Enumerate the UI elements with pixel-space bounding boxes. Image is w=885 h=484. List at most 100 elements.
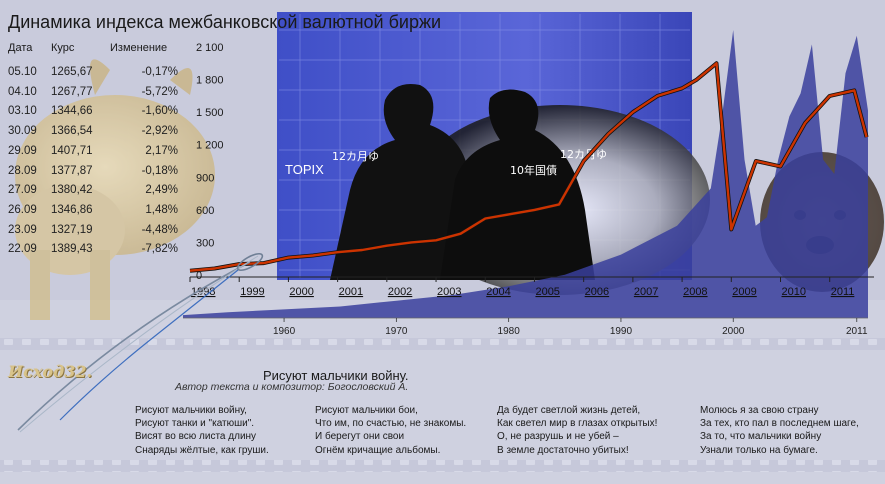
header-rate: Курс <box>51 42 75 54</box>
poem-line: Огнём кричащие альбомы. <box>315 444 441 456</box>
x-tick-label: 1980 <box>498 326 521 337</box>
y-tick-label: 300 <box>196 237 214 249</box>
poem-line: Что им, по счастью, не знакомы. <box>315 418 467 430</box>
x-tick-label: 2002 <box>388 286 412 298</box>
x-tick-label: 2000 <box>289 286 313 298</box>
table-row: 29.09 1407,71 2,17% <box>8 145 178 165</box>
table-row: 27.09 1380,42 2,49% <box>8 184 178 204</box>
photo-label-bond: 10年国債 <box>510 163 557 177</box>
y-tick-label: 900 <box>196 172 214 184</box>
row-change: 2,49% <box>145 184 178 197</box>
long-term-area <box>183 30 868 318</box>
y-tick-label: 1 800 <box>196 75 224 87</box>
y-tick-label: 600 <box>196 205 214 217</box>
y-tick-label: 1 500 <box>196 107 224 119</box>
site-logo: Исход32. <box>8 362 93 381</box>
table-row: 22.09 1389,43 -7,82% <box>8 243 178 263</box>
x-tick-label: 2011 <box>831 286 855 298</box>
row-change: 2,17% <box>145 144 178 157</box>
row-change: -4,48% <box>141 223 178 236</box>
row-rate: 1344,66 <box>51 105 93 118</box>
x-tick-label: 2006 <box>585 286 609 298</box>
x-tick-label: 2007 <box>634 286 658 298</box>
x-tick-label: 2009 <box>732 286 756 298</box>
row-date: 22.09 <box>8 243 37 256</box>
poem-line: За тех, кто пал в последнем шаге, <box>700 418 859 430</box>
row-change: -0,17% <box>141 66 178 78</box>
poem-line: Рисуют мальчики войну, <box>135 405 247 416</box>
photo-label-topix: TOPIX <box>285 162 324 177</box>
row-rate: 1265,67 <box>51 66 93 78</box>
long-term-chart: 1960 1970 1980 1990 2000 2011 <box>183 30 868 337</box>
index-line <box>189 62 868 272</box>
row-date: 05.10 <box>8 66 37 78</box>
poem-title: Рисуют мальчики войну. <box>263 368 409 383</box>
row-rate: 1380,42 <box>51 184 93 197</box>
table-row: 23.09 1327,19 -4,48% <box>8 224 178 244</box>
row-rate: 1267,77 <box>51 85 93 98</box>
header-date: Дата <box>8 42 33 54</box>
x-tick-label: 1999 <box>240 286 264 298</box>
x-tick-label: 2001 <box>339 286 363 298</box>
row-date: 29.09 <box>8 144 37 157</box>
poem-line: Да будет светлой жизнь детей, <box>497 405 641 416</box>
poem-line: Снаряды жёлтые, как груши. <box>135 444 269 456</box>
row-date: 23.09 <box>8 223 37 236</box>
x-tick-label: 2003 <box>437 286 461 298</box>
y-tick-label: 1 200 <box>196 140 224 152</box>
table-row: 26.09 1346,86 1,48% <box>8 204 178 224</box>
poem-stanza: Молюсь я за свою страну За тех, кто пал в… <box>700 404 859 457</box>
x-tick-label: 1990 <box>610 326 633 337</box>
x-tick-label: 2010 <box>782 286 806 298</box>
poem-line: Как светел мир в глазах открытых! <box>497 418 658 430</box>
row-date: 27.09 <box>8 184 37 197</box>
poem-line: И берегут они свои <box>315 431 405 443</box>
row-change: -7,82% <box>141 243 178 256</box>
row-rate: 1389,43 <box>51 243 93 256</box>
x-tick-label: 2000 <box>722 326 745 337</box>
row-rate: 1377,87 <box>51 164 93 177</box>
poem-author: Автор текста и композитор: Богословский … <box>175 381 409 393</box>
photo-label-months: 12カ月ゆ <box>332 150 379 163</box>
poem-line: Узнали только на бумаге. <box>700 444 818 456</box>
row-change: -1,60% <box>141 105 178 118</box>
x-tick-label: 1960 <box>273 326 296 337</box>
poem-line: Рисуют мальчики бои, <box>315 405 418 416</box>
x-tick-label: 2008 <box>683 286 707 298</box>
x-tick-label: 2005 <box>535 286 559 298</box>
poem-stanza: Рисуют мальчики бои, Что им, по счастью, … <box>315 404 466 457</box>
film-strip <box>0 338 885 350</box>
poem-stanza: Да будет светлой жизнь детей, Как светел … <box>497 404 657 457</box>
poem-line: Молюсь я за свою страну <box>700 405 819 416</box>
film-strip <box>0 460 885 472</box>
bull-image <box>15 59 215 320</box>
row-rate: 1366,54 <box>51 125 93 138</box>
row-change: -0,18% <box>141 164 178 177</box>
poem-stanza: Рисуют мальчики войну, Рисуют танки и "ка… <box>135 404 269 457</box>
row-rate: 1346,86 <box>51 203 93 216</box>
x-tick-label: 2004 <box>486 286 510 298</box>
row-date: 04.10 <box>8 85 37 98</box>
x-tick-label: 2011 <box>846 326 868 337</box>
row-date: 26.09 <box>8 203 37 216</box>
row-change: -5,72% <box>141 85 178 98</box>
row-date: 30.09 <box>8 125 37 138</box>
table-row: 30.09 1366,54 -2,92% <box>8 125 178 145</box>
row-rate: 1327,19 <box>51 223 93 236</box>
poem-line: В земле достаточно убитых! <box>497 444 629 456</box>
table-row: 05.10 1265,67 -0,17% <box>8 66 178 86</box>
table-row: 28.09 1377,87 -0,18% <box>8 165 178 185</box>
table-row: 04.10 1267,77 -5,72% <box>8 86 178 106</box>
needle-image <box>17 252 264 433</box>
row-change: 1,48% <box>145 203 178 216</box>
header-change: Изменение <box>110 42 168 54</box>
row-rate: 1407,71 <box>51 144 93 157</box>
y-tick-label: 2 100 <box>196 42 224 54</box>
row-date: 03.10 <box>8 105 37 118</box>
y-tick-label: 0 <box>196 270 202 282</box>
x-tick-label: 1970 <box>385 326 408 337</box>
row-change: -2,92% <box>141 125 178 138</box>
